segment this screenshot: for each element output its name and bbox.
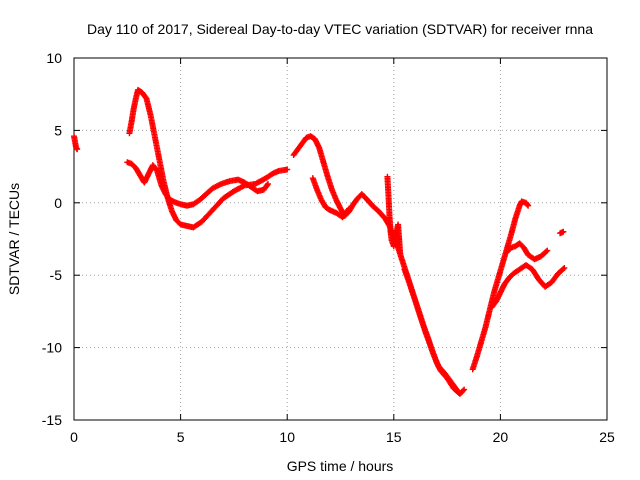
data-point — [453, 386, 460, 393]
y-tick-label: -5 — [50, 267, 63, 283]
y-tick-label: -10 — [42, 340, 62, 356]
data-point — [525, 202, 532, 209]
series-track-b — [126, 86, 291, 231]
x-tick-label: 5 — [177, 429, 185, 445]
y-axis-label: SDTVAR / TECUs — [6, 183, 22, 295]
y-tick-label: 5 — [54, 122, 62, 138]
data-point — [397, 250, 404, 257]
data-point — [345, 206, 352, 213]
data-point — [524, 201, 531, 208]
data-point — [74, 146, 81, 153]
grid-lines — [74, 58, 607, 420]
data-point — [560, 265, 567, 272]
data-point — [544, 247, 551, 254]
series-track-f — [384, 173, 404, 257]
data-point — [346, 205, 353, 212]
data-point — [460, 387, 467, 394]
data-points — [71, 86, 568, 397]
data-point — [561, 264, 568, 271]
y-tick-label: 0 — [54, 195, 62, 211]
data-point — [560, 228, 567, 235]
series-track-k — [557, 228, 567, 237]
series-track-g — [401, 266, 461, 395]
series-track-c — [124, 159, 272, 209]
chart-title: Day 110 of 2017, Sidereal Day-to-day VTE… — [87, 21, 593, 37]
x-tick-label: 0 — [70, 429, 78, 445]
y-axis: -15 -10 -5 0 5 10 — [42, 50, 607, 428]
data-point — [543, 248, 550, 255]
x-tick-label: 10 — [279, 429, 295, 445]
series-track-a-start — [71, 133, 81, 153]
x-tick-label: 20 — [493, 429, 509, 445]
data-point — [265, 180, 272, 187]
series-track-d — [290, 133, 468, 397]
series-track-h — [469, 198, 532, 373]
x-axis-label: GPS time / hours — [287, 458, 394, 474]
series-track-e — [309, 175, 353, 221]
x-tick-label: 25 — [599, 429, 615, 445]
y-tick-label: -15 — [42, 412, 62, 428]
data-point — [284, 166, 291, 173]
x-axis: 0 5 10 15 20 25 — [70, 58, 615, 445]
data-point — [461, 386, 468, 393]
series-track-j — [503, 240, 551, 263]
x-tick-label: 15 — [386, 429, 402, 445]
plot-frame — [73, 57, 608, 421]
data-point — [454, 388, 461, 395]
data-point — [264, 182, 271, 189]
series-track-i — [488, 262, 568, 311]
y-tick-label: 10 — [46, 50, 62, 66]
